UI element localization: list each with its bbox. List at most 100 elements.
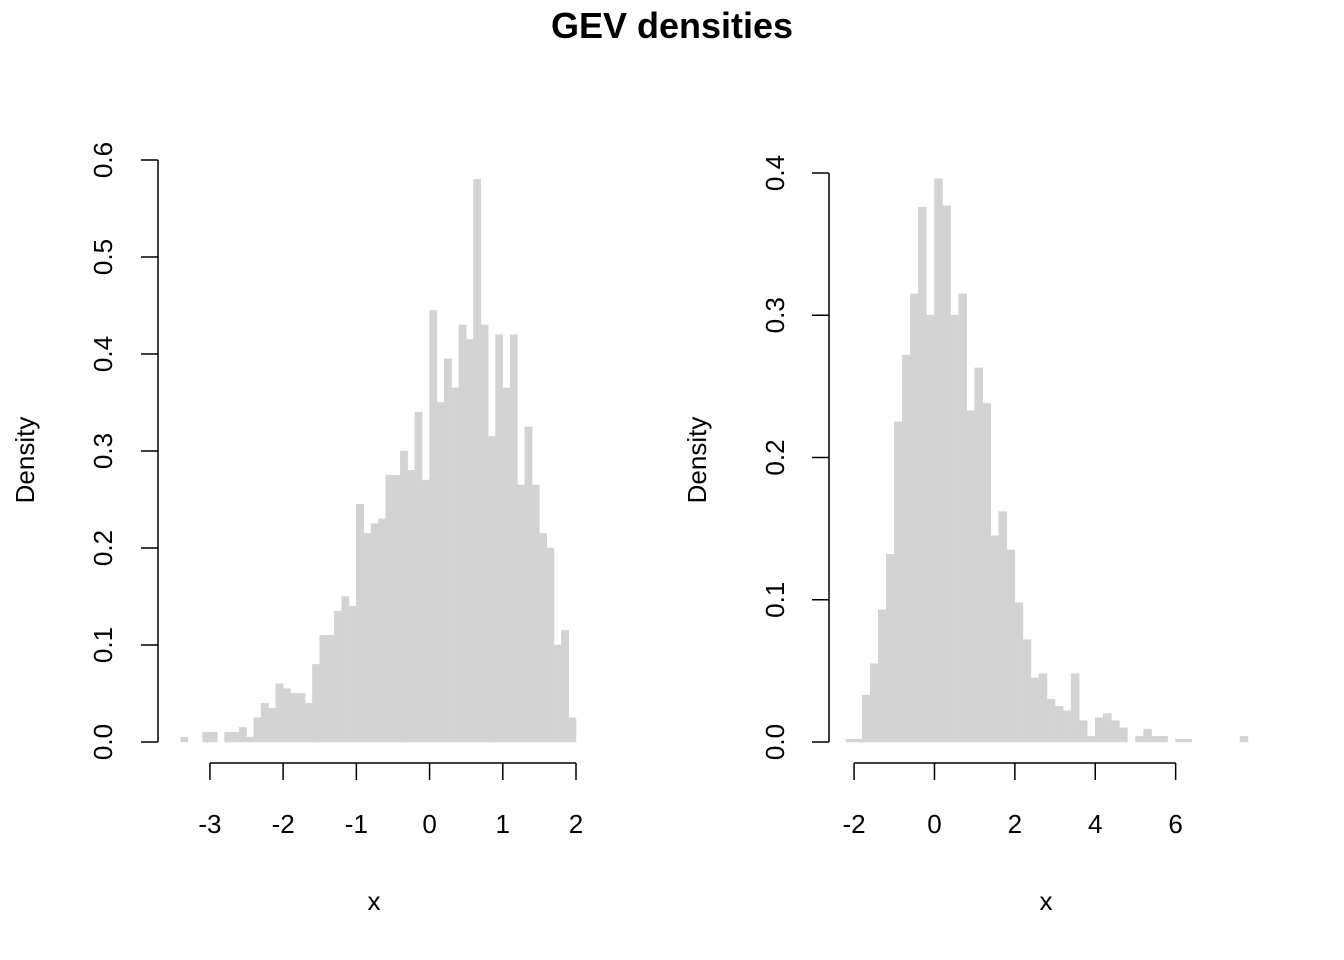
histogram-bar bbox=[414, 411, 423, 743]
histogram-bar bbox=[561, 630, 569, 743]
histogram-bar bbox=[958, 293, 967, 743]
histogram-bar bbox=[1022, 639, 1032, 743]
histogram-bar bbox=[1062, 710, 1072, 743]
histogram-bar bbox=[1095, 717, 1104, 743]
histogram-bar bbox=[443, 358, 452, 743]
histogram-bar bbox=[224, 732, 233, 743]
histogram-bar bbox=[297, 693, 306, 743]
y-tick-label: 0.1 bbox=[88, 627, 118, 663]
histogram-bar bbox=[568, 717, 577, 743]
histogram-bar bbox=[238, 727, 247, 743]
x-tick-label: 6 bbox=[1168, 809, 1182, 839]
histogram-bar bbox=[392, 475, 401, 743]
histogram-bar bbox=[524, 426, 533, 743]
histogram-bar bbox=[429, 310, 438, 743]
y-tick-label: 0.2 bbox=[760, 439, 790, 475]
y-axis-title-right: Density bbox=[682, 417, 712, 504]
histogram-panel-right: -2 0 2 4 6 0.0 0.1 0.2 0.3 0.4 x Density bbox=[682, 155, 1249, 916]
y-axis-title-left: Density bbox=[10, 417, 40, 504]
histogram-bar bbox=[509, 334, 518, 743]
x-tick-label: 2 bbox=[569, 809, 583, 839]
histogram-bar bbox=[1054, 706, 1064, 743]
histogram-bar bbox=[974, 367, 983, 743]
y-axis-right: 0.0 0.1 0.2 0.3 0.4 bbox=[760, 155, 830, 760]
histogram-bar bbox=[853, 738, 863, 743]
histogram-bar bbox=[275, 683, 284, 743]
histogram-bar bbox=[422, 479, 430, 743]
x-tick-label: 0 bbox=[422, 809, 436, 839]
histogram-bar bbox=[312, 664, 320, 743]
histogram-bars-left bbox=[180, 179, 577, 743]
x-axis-title-left: x bbox=[368, 886, 381, 916]
histogram-bar bbox=[1183, 738, 1192, 743]
x-tick-label: 4 bbox=[1088, 809, 1102, 839]
histogram-bars-right bbox=[845, 178, 1249, 743]
y-tick-label: 0.2 bbox=[88, 530, 118, 566]
x-tick-label: 2 bbox=[1008, 809, 1022, 839]
histogram-bar bbox=[458, 324, 467, 743]
histogram-bar bbox=[370, 523, 379, 743]
histogram-bar bbox=[231, 732, 240, 743]
y-tick-label: 0.0 bbox=[88, 724, 118, 760]
histogram-bar bbox=[1038, 673, 1048, 743]
histogram-bar bbox=[1078, 720, 1088, 743]
histogram-bar bbox=[436, 402, 445, 743]
histogram-bar bbox=[400, 450, 408, 743]
histogram-bar bbox=[209, 732, 218, 743]
histogram-bar bbox=[517, 484, 526, 743]
histogram-bar bbox=[480, 324, 489, 743]
y-tick-label: 0.1 bbox=[760, 582, 790, 618]
histogram-bar bbox=[180, 736, 189, 743]
histogram-bar bbox=[918, 206, 927, 743]
histogram-bar bbox=[926, 315, 935, 743]
x-tick-label: -2 bbox=[843, 809, 866, 839]
x-axis-title-right: x bbox=[1040, 886, 1053, 916]
histogram-bar bbox=[282, 688, 291, 743]
histogram-bar bbox=[998, 511, 1008, 743]
histogram-bar bbox=[407, 470, 416, 743]
histogram-bar bbox=[942, 205, 951, 743]
histogram-bar bbox=[1046, 699, 1056, 743]
histogram-bar bbox=[982, 403, 991, 743]
histogram-bar bbox=[326, 635, 335, 743]
histogram-bar bbox=[1143, 728, 1152, 743]
histogram-bar bbox=[268, 707, 277, 743]
x-tick-label: -3 bbox=[198, 809, 221, 839]
histogram-bar bbox=[473, 179, 482, 743]
histogram-bar bbox=[990, 535, 1000, 743]
histogram-bar bbox=[1119, 727, 1128, 743]
histogram-bar bbox=[1070, 673, 1080, 743]
histogram-bar bbox=[539, 533, 547, 743]
histogram-bar bbox=[869, 663, 879, 743]
histogram-bar bbox=[378, 518, 386, 743]
histogram-bar bbox=[894, 421, 903, 743]
histogram-panel-left: -3 -2 -1 0 1 2 0.0 0.1 0.2 0.3 0.4 0.5 0.6 x Densit… bbox=[10, 142, 583, 916]
histogram-bar bbox=[487, 436, 496, 743]
histogram-bar bbox=[1006, 549, 1016, 743]
histogram-bar bbox=[363, 533, 372, 743]
histogram-bar bbox=[885, 553, 895, 743]
histogram-bar bbox=[451, 387, 460, 743]
histogram-bar bbox=[495, 334, 504, 743]
histogram-bar bbox=[502, 387, 511, 743]
histogram-bar bbox=[348, 605, 357, 743]
histogram-bar bbox=[319, 635, 328, 743]
histogram-bar bbox=[1086, 736, 1096, 743]
x-axis-left: -3 -2 -1 0 1 2 bbox=[198, 762, 583, 839]
y-tick-label: 0.5 bbox=[88, 239, 118, 275]
x-tick-label: 1 bbox=[496, 809, 510, 839]
y-tick-label: 0.4 bbox=[88, 336, 118, 372]
x-axis-right: -2 0 2 4 6 bbox=[843, 762, 1183, 839]
y-tick-label: 0.0 bbox=[760, 724, 790, 760]
y-tick-label: 0.6 bbox=[88, 142, 118, 178]
histogram-bar bbox=[1151, 736, 1160, 743]
chart-title: GEV densities bbox=[551, 5, 793, 46]
histogram-bar bbox=[934, 178, 943, 743]
histogram-bar bbox=[1103, 713, 1112, 743]
histogram-bar bbox=[202, 732, 211, 743]
histogram-bar bbox=[253, 717, 262, 743]
y-axis-left: 0.0 0.1 0.2 0.3 0.4 0.5 0.6 bbox=[88, 142, 159, 760]
histogram-bar bbox=[845, 738, 855, 743]
x-tick-label: -2 bbox=[272, 809, 295, 839]
